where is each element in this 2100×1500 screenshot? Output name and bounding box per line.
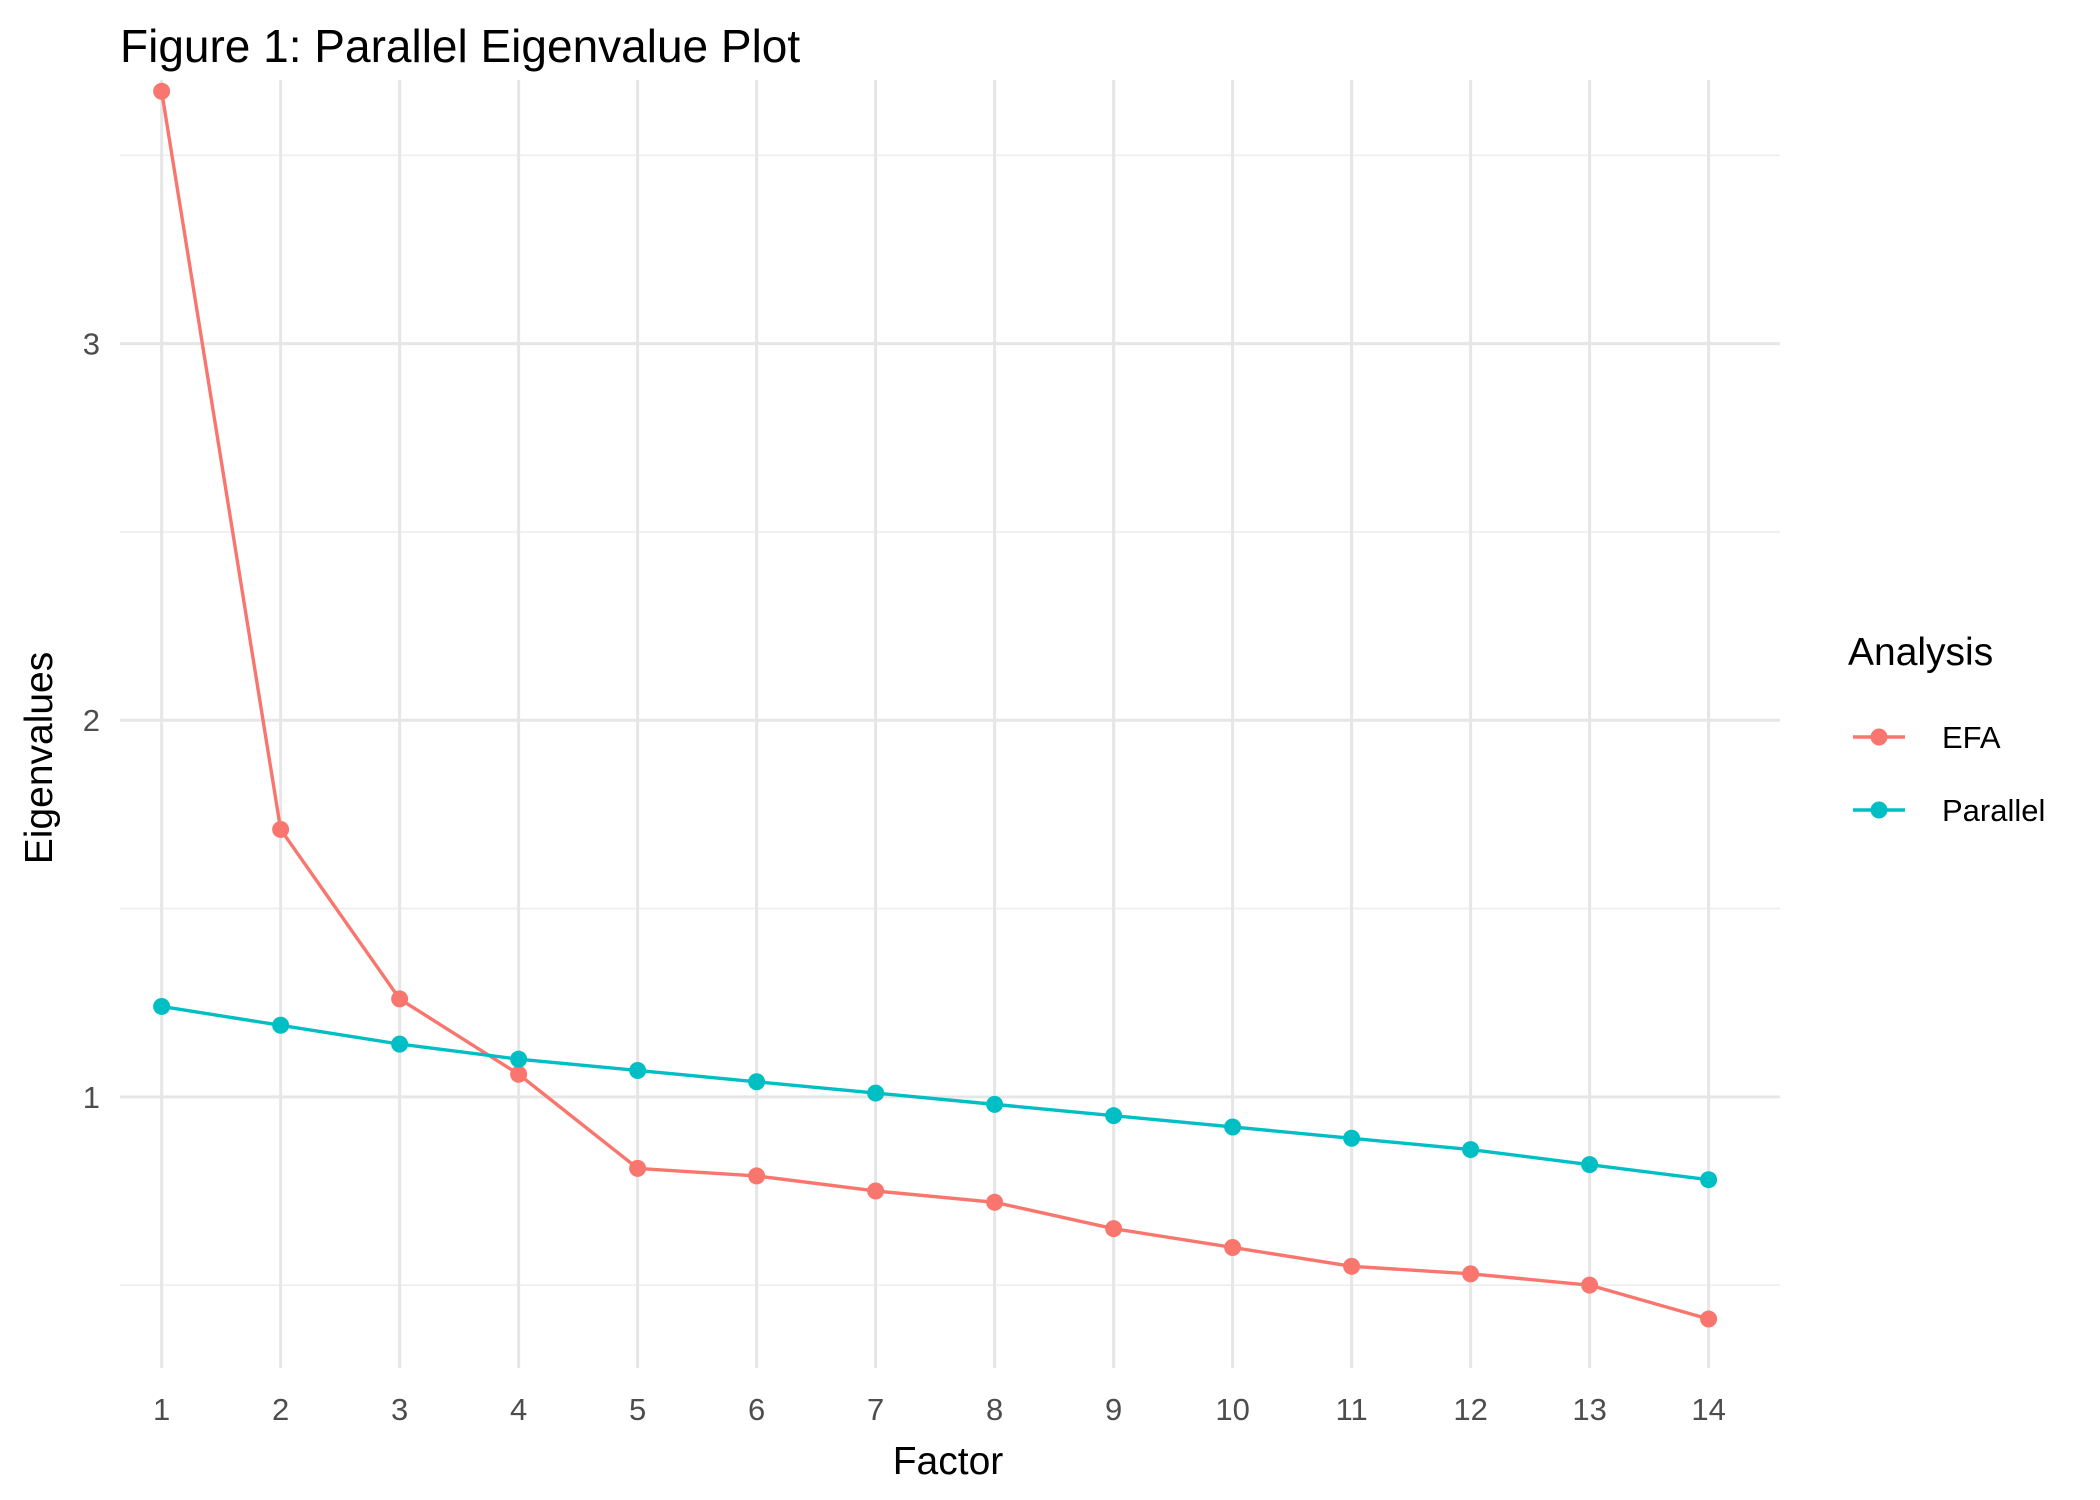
data-point-efa	[1343, 1257, 1361, 1275]
plot-grid	[120, 80, 1780, 1368]
legend-key-point-parallel	[1870, 801, 1888, 819]
legend-label-efa: EFA	[1942, 720, 2001, 755]
x-axis-title: Factor	[893, 1440, 1004, 1483]
y-axis-title: Eigenvalues	[18, 652, 61, 864]
data-point-efa	[510, 1065, 528, 1083]
data-point-efa	[1700, 1310, 1718, 1328]
legend-key-point-efa	[1870, 728, 1888, 746]
data-point-parallel	[510, 1050, 528, 1068]
data-point-efa	[1105, 1220, 1123, 1238]
x-tick-label: 10	[1215, 1392, 1249, 1427]
data-point-parallel	[1462, 1141, 1480, 1159]
data-point-parallel	[391, 1035, 409, 1053]
x-tick-label: 7	[867, 1392, 884, 1427]
x-tick-label: 13	[1572, 1392, 1606, 1427]
series-line-parallel	[161, 1004, 1709, 1182]
x-tick-label: 3	[391, 1392, 408, 1427]
data-point-parallel	[629, 1061, 647, 1079]
data-point-efa	[748, 1167, 766, 1185]
data-point-efa	[986, 1193, 1004, 1211]
y-tick-labels: 1 2 3	[83, 327, 100, 1115]
plot-series	[153, 82, 1718, 1328]
data-point-parallel	[1700, 1171, 1718, 1189]
data-point-parallel	[867, 1084, 885, 1102]
data-point-parallel	[153, 997, 171, 1015]
y-tick-label: 1	[83, 1080, 100, 1115]
data-point-parallel	[748, 1073, 766, 1091]
data-point-parallel	[272, 1016, 290, 1034]
data-point-parallel	[1343, 1129, 1361, 1147]
data-point-efa	[1462, 1265, 1480, 1283]
data-point-efa	[629, 1159, 647, 1177]
series-line-efa	[159, 91, 1710, 1321]
x-tick-label: 6	[748, 1392, 765, 1427]
legend-title: Analysis	[1848, 631, 1993, 674]
x-tick-labels: 1 2 3 4 5 6 7 8 9 10 11 12 13 14	[153, 1392, 1726, 1427]
legend-label-parallel: Parallel	[1942, 793, 2045, 828]
x-tick-label: 1	[153, 1392, 170, 1427]
y-tick-label: 2	[83, 703, 100, 738]
x-tick-label: 2	[272, 1392, 289, 1427]
data-point-efa	[153, 82, 171, 100]
data-point-parallel	[986, 1095, 1004, 1113]
data-point-efa	[867, 1182, 885, 1200]
data-point-efa	[1224, 1238, 1242, 1256]
x-tick-label: 8	[986, 1392, 1003, 1427]
chart-title: Figure 1: Parallel Eigenvalue Plot	[120, 20, 800, 72]
x-tick-label: 4	[510, 1392, 527, 1427]
x-tick-label: 5	[629, 1392, 646, 1427]
x-tick-label: 9	[1105, 1392, 1122, 1427]
legend: Analysis EFA Parallel	[1848, 631, 2045, 828]
data-point-parallel	[1581, 1156, 1599, 1174]
x-tick-label: 14	[1691, 1392, 1725, 1427]
y-tick-label: 3	[83, 327, 100, 362]
data-point-efa	[272, 820, 290, 838]
x-tick-label: 11	[1336, 1392, 1368, 1427]
data-point-parallel	[1224, 1118, 1242, 1136]
data-point-parallel	[1105, 1107, 1123, 1125]
data-point-efa	[391, 990, 409, 1008]
data-point-efa	[1581, 1276, 1599, 1294]
x-tick-label: 12	[1453, 1392, 1487, 1427]
